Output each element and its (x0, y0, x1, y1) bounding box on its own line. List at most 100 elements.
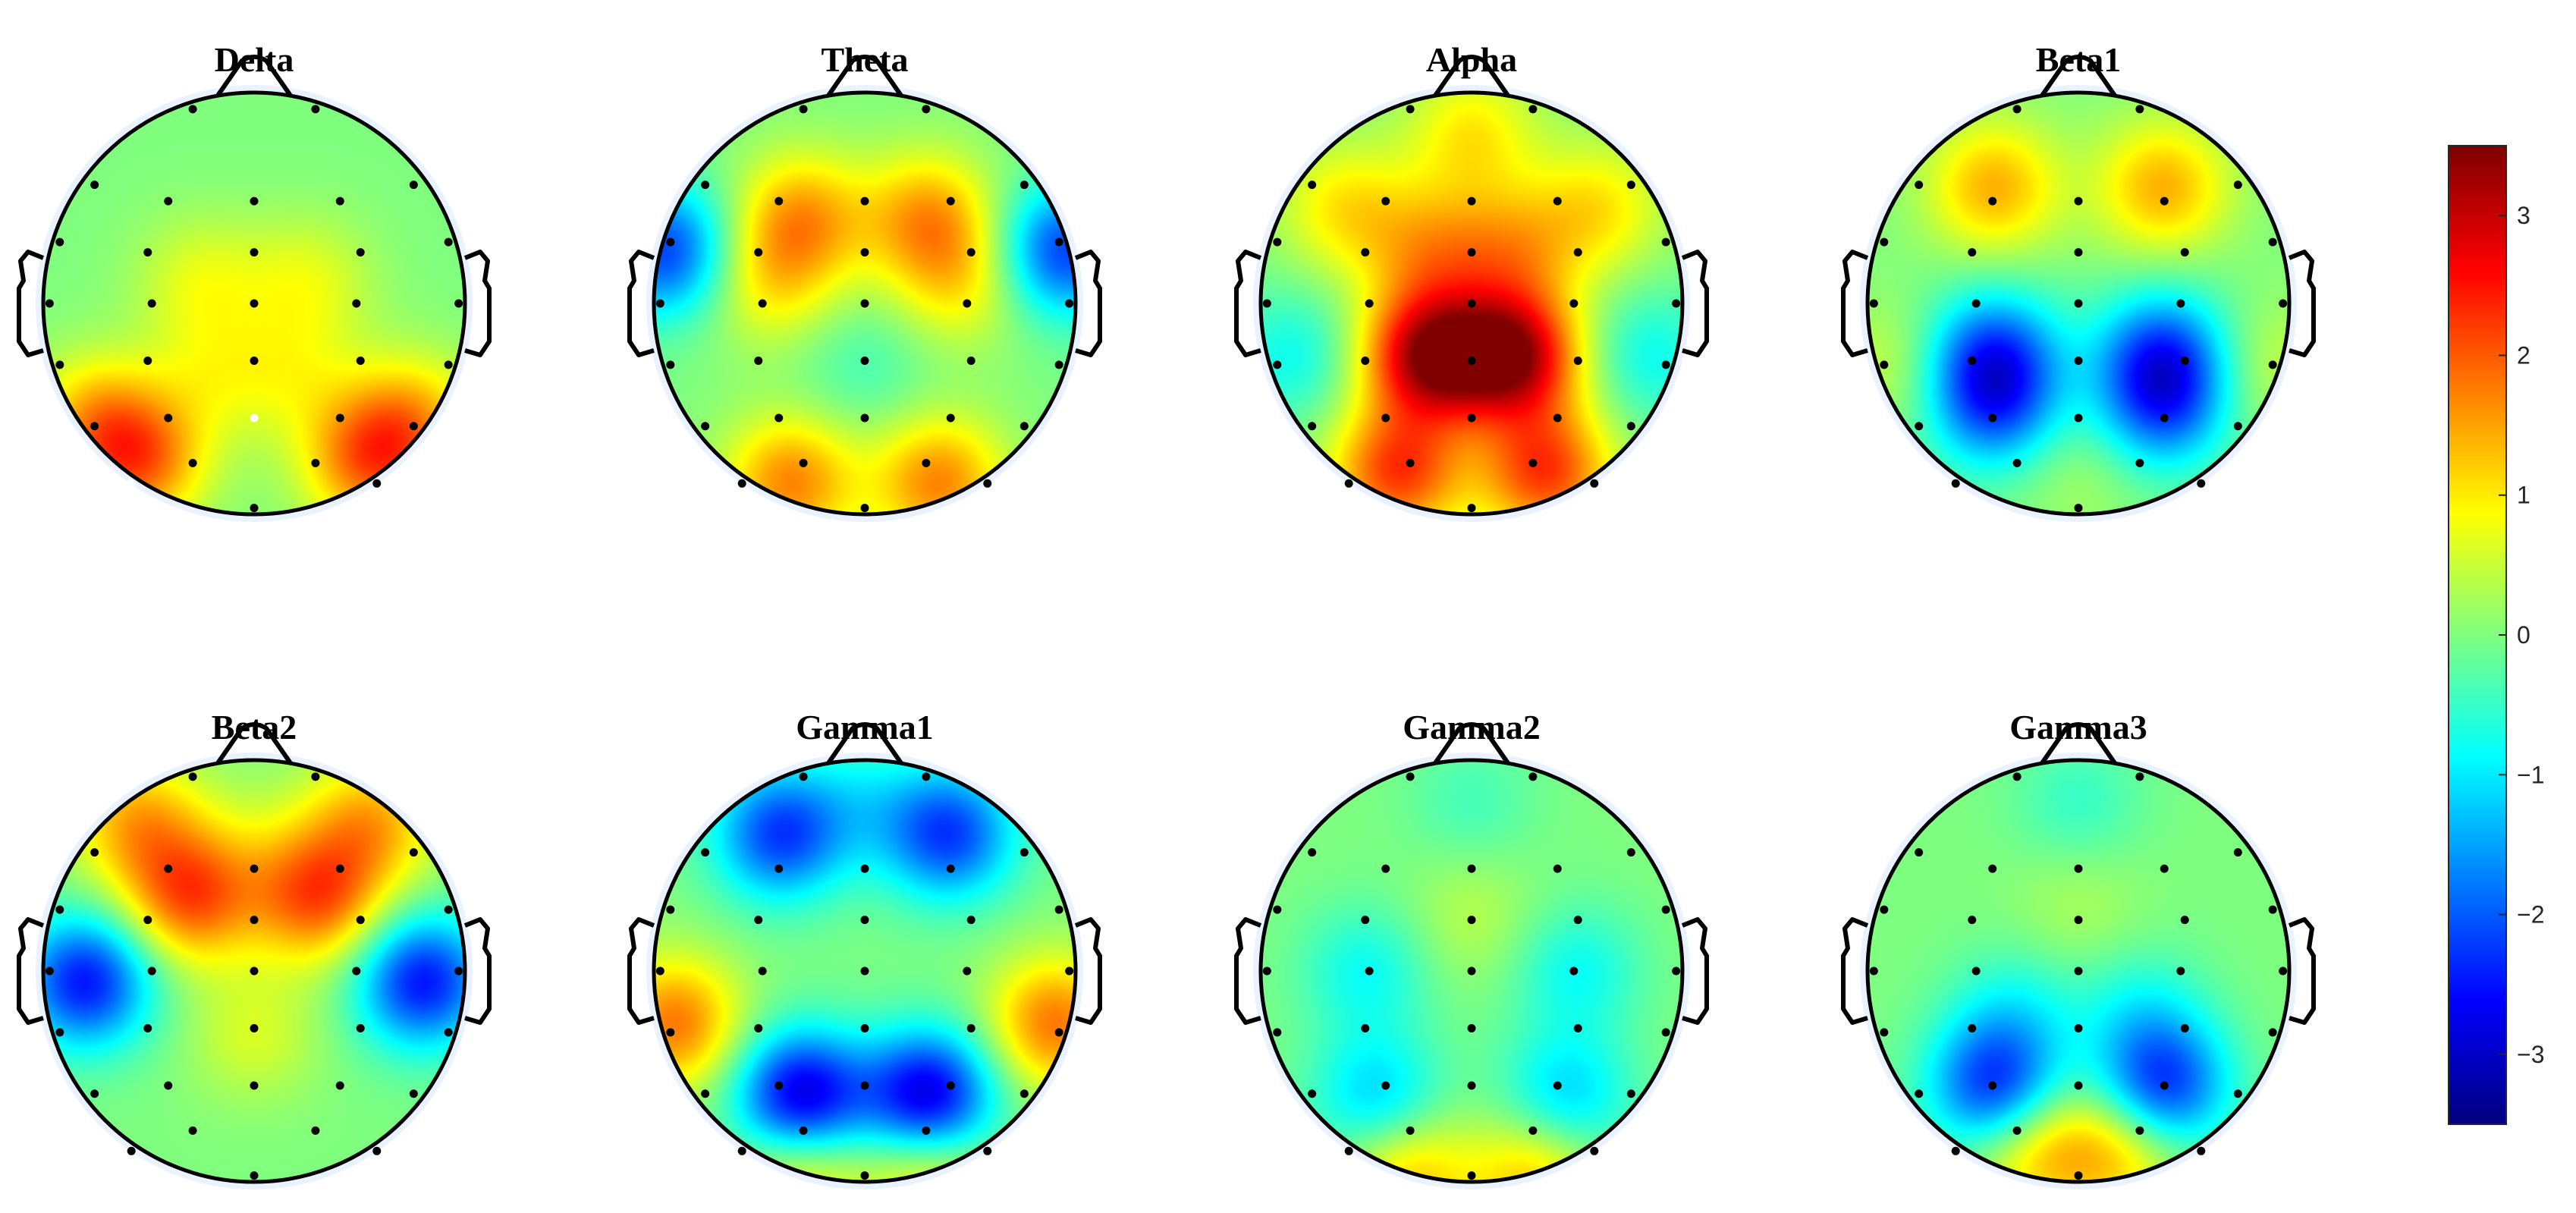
sensor-dot (1626, 1089, 1635, 1098)
sensor-dot (2279, 966, 2288, 976)
sensor-dot (655, 299, 664, 308)
sensor-dot (1988, 864, 1997, 873)
sensor-dot (1273, 905, 1282, 914)
sensor-dot (311, 105, 320, 114)
sensor-dot (1262, 966, 1271, 976)
sensor-dot (860, 413, 869, 423)
sensor-dot (147, 966, 156, 976)
sensor-dot (701, 848, 710, 857)
head-outline (1865, 758, 2292, 1184)
sensor-dot (335, 413, 344, 423)
head-outline (652, 90, 1078, 517)
sensor-dot (2135, 458, 2144, 467)
sensor-dot (1968, 357, 1977, 366)
sensor-dot (1626, 848, 1635, 857)
sensor-dot (701, 422, 710, 431)
sensor-dot (701, 181, 710, 190)
sensor-dot (2160, 1081, 2169, 1090)
sensor-dot (2233, 848, 2242, 857)
sensor-dot (1968, 248, 1977, 257)
sensor-dot (1344, 479, 1353, 488)
sensor-dot (946, 1081, 955, 1090)
sensor-dot (1262, 299, 1271, 308)
colorbar-tick-label: 2 (2517, 341, 2530, 369)
colorbar: 3 2 1 0 −1 −2 −3 (2448, 145, 2544, 1125)
colorbar-tick-label: −2 (2517, 901, 2544, 929)
sensor-dot (1528, 1126, 1538, 1135)
sensor-dot (966, 357, 975, 366)
sensor-dot (311, 1126, 320, 1135)
sensor-dot (1661, 237, 1670, 247)
sensor-dot (409, 422, 418, 431)
sensor-dot (1661, 905, 1670, 914)
left-ear (1841, 250, 1869, 357)
sensor-dot (860, 864, 869, 873)
sensor-dot (860, 196, 869, 206)
sensor-dot (1553, 1081, 1562, 1090)
sensor-dot (2012, 458, 2022, 467)
sensor-dot (335, 864, 344, 873)
sensor-dot (454, 299, 463, 308)
panel-title: Delta (215, 40, 294, 79)
sensor-dot (774, 1081, 784, 1090)
sensor-dot (860, 1024, 869, 1033)
sensor-dot (2268, 360, 2277, 369)
sensor-dot (2074, 413, 2083, 423)
sensor-dot (1573, 1024, 1582, 1033)
sensor-dot (250, 504, 259, 513)
sensor-dot (1308, 181, 1317, 190)
sensor-dot (1365, 966, 1374, 976)
sensor-dot (2268, 905, 2277, 914)
sensor-dot (1467, 1171, 1476, 1180)
sensor-dot (1869, 966, 1878, 976)
sensor-dot (2160, 864, 2169, 873)
sensor-dot (311, 772, 320, 781)
colorbar-tick-label: −3 (2517, 1041, 2544, 1068)
sensor-dot (2012, 1126, 2022, 1135)
sensor-dot (2268, 237, 2277, 247)
sensor-dot (2279, 299, 2288, 308)
sensor-dot (1406, 105, 1415, 114)
sensor-dot (1467, 196, 1476, 206)
sensor-dot (2160, 196, 2169, 206)
nose (826, 55, 903, 97)
sensor-dot (356, 1024, 365, 1033)
sensor-dot (737, 479, 746, 488)
right-ear (463, 250, 492, 357)
sensor-dot (2074, 1081, 2083, 1090)
sensor-dot (45, 966, 54, 976)
sensor-dot (1569, 299, 1579, 308)
right-ear (1681, 917, 1709, 1025)
sensor-dot (90, 848, 99, 857)
sensor-dot (1988, 413, 1997, 423)
sensor-dot (2074, 1171, 2083, 1180)
sensor-dot (372, 479, 382, 488)
sensor-dot (352, 966, 361, 976)
sensor-dot (860, 504, 869, 513)
sensor-dot (2074, 357, 2083, 366)
sensor-dot (1971, 966, 1981, 976)
right-ear (2288, 250, 2316, 357)
left-ear (627, 917, 655, 1025)
sensor-dot (1672, 966, 1681, 976)
head-outline (1865, 90, 2292, 517)
left-ear (17, 250, 45, 357)
sensor-dot (1915, 422, 1924, 431)
sensor-dot (454, 966, 463, 976)
sensor-dot (90, 181, 99, 190)
sensor-dot (250, 299, 259, 308)
sensor-dot (1019, 422, 1029, 431)
sensor-dot (250, 1024, 259, 1033)
sensor-dot (860, 299, 869, 308)
panel-title: Theta (821, 40, 909, 79)
sensor-dot (754, 248, 763, 257)
sensor-dot (1467, 1024, 1476, 1033)
sensor-dot (164, 1081, 173, 1090)
topoplot-panels: Delta Theta Alpha Beta1 Beta2 Gamma1 Gamma2 Gam… (17, 40, 2316, 1189)
sensor-dot (444, 1028, 453, 1037)
left-ear (17, 917, 45, 1025)
sensor-dot (1626, 422, 1635, 431)
sensor-dot (2233, 422, 2242, 431)
sensor-dot (1467, 1081, 1476, 1090)
sensor-dot (1467, 299, 1476, 308)
